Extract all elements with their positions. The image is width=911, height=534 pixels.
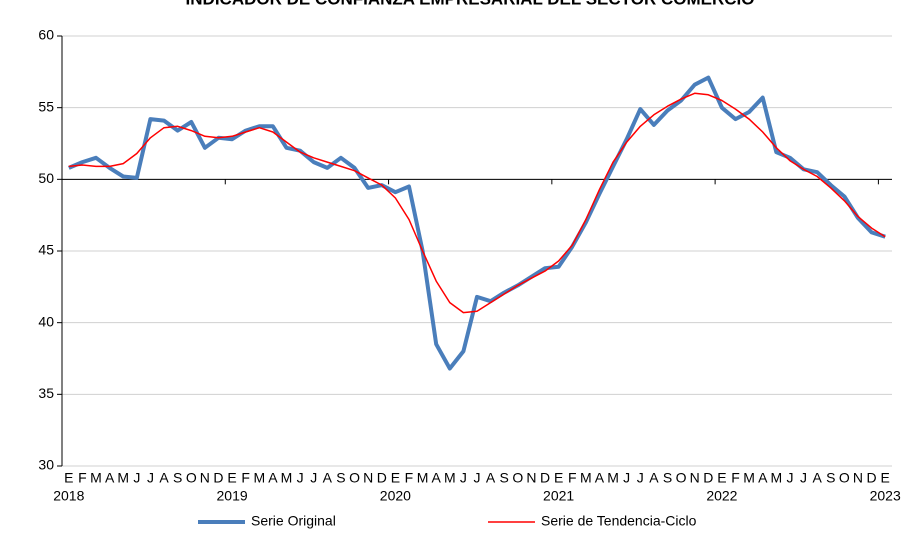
- y-tick-label: 35: [38, 385, 54, 401]
- year-label: 2021: [543, 488, 574, 504]
- x-tick-label: A: [432, 470, 442, 486]
- x-tick-label: F: [405, 470, 414, 486]
- x-tick-label: E: [881, 470, 890, 486]
- x-tick-label: O: [186, 470, 197, 486]
- x-tick-label: A: [159, 470, 169, 486]
- x-tick-label: N: [690, 470, 700, 486]
- year-label: 2019: [217, 488, 248, 504]
- x-tick-label: F: [568, 470, 577, 486]
- x-tick-label: E: [717, 470, 726, 486]
- x-tick-label: J: [297, 470, 304, 486]
- x-tick-label: N: [363, 470, 373, 486]
- x-tick-label: M: [743, 470, 755, 486]
- x-tick-label: J: [786, 470, 793, 486]
- x-tick-label: N: [853, 470, 863, 486]
- y-tick-label: 30: [38, 457, 54, 473]
- x-tick-label: E: [554, 470, 563, 486]
- x-tick-label: O: [349, 470, 360, 486]
- x-tick-label: M: [417, 470, 429, 486]
- x-tick-label: J: [623, 470, 630, 486]
- series-line: [68, 75, 886, 371]
- x-tick-label: A: [323, 470, 333, 486]
- x-tick-label: J: [147, 470, 154, 486]
- x-tick-label: A: [812, 470, 822, 486]
- x-tick-label: N: [526, 470, 536, 486]
- x-tick-label: J: [133, 470, 140, 486]
- x-tick-label: N: [200, 470, 210, 486]
- year-label: 2020: [380, 488, 411, 504]
- x-tick-label: E: [64, 470, 73, 486]
- y-tick-label: 45: [38, 242, 54, 258]
- x-tick-label: S: [336, 470, 345, 486]
- year-label: 2022: [706, 488, 737, 504]
- y-tick-label: 55: [38, 98, 54, 114]
- x-tick-label: A: [486, 470, 496, 486]
- x-tick-label: M: [117, 470, 129, 486]
- x-tick-label: E: [227, 470, 236, 486]
- x-tick-label: M: [607, 470, 619, 486]
- x-tick-label: M: [253, 470, 265, 486]
- y-tick-label: 40: [38, 313, 54, 329]
- x-tick-label: F: [78, 470, 87, 486]
- x-tick-label: A: [105, 470, 115, 486]
- x-tick-label: A: [758, 470, 768, 486]
- x-tick-label: D: [867, 470, 877, 486]
- year-label: 2023: [870, 488, 901, 504]
- series-line: [68, 92, 886, 314]
- x-tick-label: M: [771, 470, 783, 486]
- legend-label: Serie Original: [251, 513, 336, 529]
- x-tick-label: J: [637, 470, 644, 486]
- legend-label: Serie de Tendencia-Ciclo: [541, 513, 697, 529]
- x-tick-label: S: [663, 470, 672, 486]
- x-tick-label: J: [474, 470, 481, 486]
- x-tick-label: D: [213, 470, 223, 486]
- y-tick-label: 60: [38, 27, 54, 43]
- x-tick-label: M: [580, 470, 592, 486]
- x-tick-label: D: [703, 470, 713, 486]
- x-tick-label: D: [377, 470, 387, 486]
- chart-title: INDICADOR DE CONFIANZA EMPRESARIAL DEL S…: [186, 0, 755, 8]
- x-tick-label: M: [90, 470, 102, 486]
- x-tick-label: O: [512, 470, 523, 486]
- x-tick-label: M: [444, 470, 456, 486]
- x-tick-label: J: [800, 470, 807, 486]
- x-tick-label: O: [676, 470, 687, 486]
- x-tick-label: D: [540, 470, 550, 486]
- x-tick-label: J: [310, 470, 317, 486]
- x-tick-label: S: [500, 470, 509, 486]
- x-tick-label: S: [173, 470, 182, 486]
- x-tick-label: F: [241, 470, 250, 486]
- x-tick-label: S: [826, 470, 835, 486]
- x-tick-label: J: [460, 470, 467, 486]
- x-tick-label: A: [649, 470, 659, 486]
- x-tick-label: O: [839, 470, 850, 486]
- x-tick-label: E: [391, 470, 400, 486]
- year-label: 2018: [53, 488, 84, 504]
- x-tick-label: M: [281, 470, 293, 486]
- x-tick-label: F: [731, 470, 740, 486]
- x-tick-label: A: [595, 470, 605, 486]
- y-tick-label: 50: [38, 170, 54, 186]
- x-tick-label: A: [268, 470, 278, 486]
